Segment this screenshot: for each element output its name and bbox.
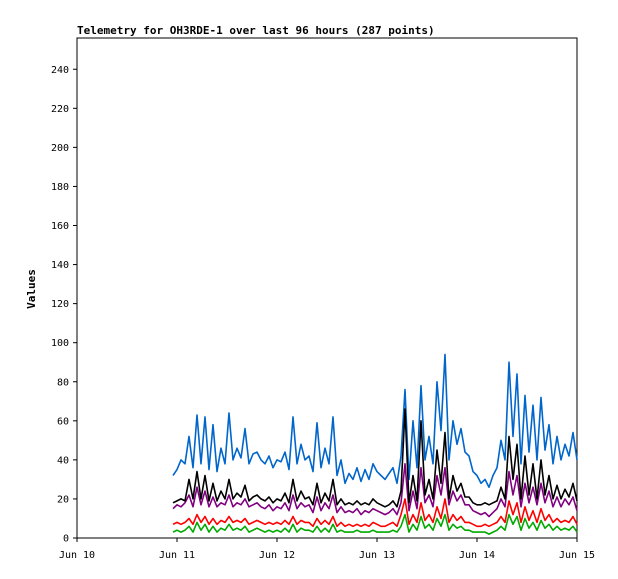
series-line-2 — [172, 462, 578, 518]
plot-area — [76, 37, 578, 539]
x-tick-label: Jun 14 — [459, 550, 495, 561]
series-line-5 — [172, 513, 578, 535]
y-tick-label: 120 — [51, 299, 69, 310]
x-tick-label: Jun 13 — [359, 550, 395, 561]
y-tick-label: 100 — [51, 338, 69, 349]
y-tick-label: 80 — [57, 377, 69, 388]
x-tick-label: Jun 12 — [259, 550, 295, 561]
y-tick-label: 180 — [51, 182, 69, 193]
y-tick-label: 60 — [57, 416, 69, 427]
y-tick-label: 220 — [51, 104, 69, 115]
y-tick-label: 160 — [51, 221, 69, 232]
y-tick-label: 200 — [51, 143, 69, 154]
y-tick-label: 240 — [51, 65, 69, 76]
series-line-3 — [172, 408, 578, 508]
y-axis-label: Values — [25, 269, 38, 309]
x-tick-label: Jun 15 — [559, 550, 595, 561]
x-tick-label: Jun 10 — [59, 550, 95, 561]
y-tick-label: 140 — [51, 260, 69, 271]
y-tick-label: 0 — [63, 534, 69, 545]
series-line-1 — [172, 353, 578, 489]
series-line-4 — [172, 498, 578, 528]
x-axis: Jun 10 Jun 11 Jun 12 Jun 13 Jun 14 Jun 15 — [59, 538, 595, 561]
chart-title: Telemetry for OH3RDE-1 over last 96 hour… — [77, 24, 435, 37]
series-layer — [172, 353, 578, 535]
y-tick-label: 20 — [57, 494, 69, 505]
y-tick-label: 40 — [57, 455, 69, 466]
y-axis: 0 20 40 60 80 100 120 140 160 180 200 220 240 — [51, 65, 77, 545]
x-tick-label: Jun 11 — [159, 550, 195, 561]
